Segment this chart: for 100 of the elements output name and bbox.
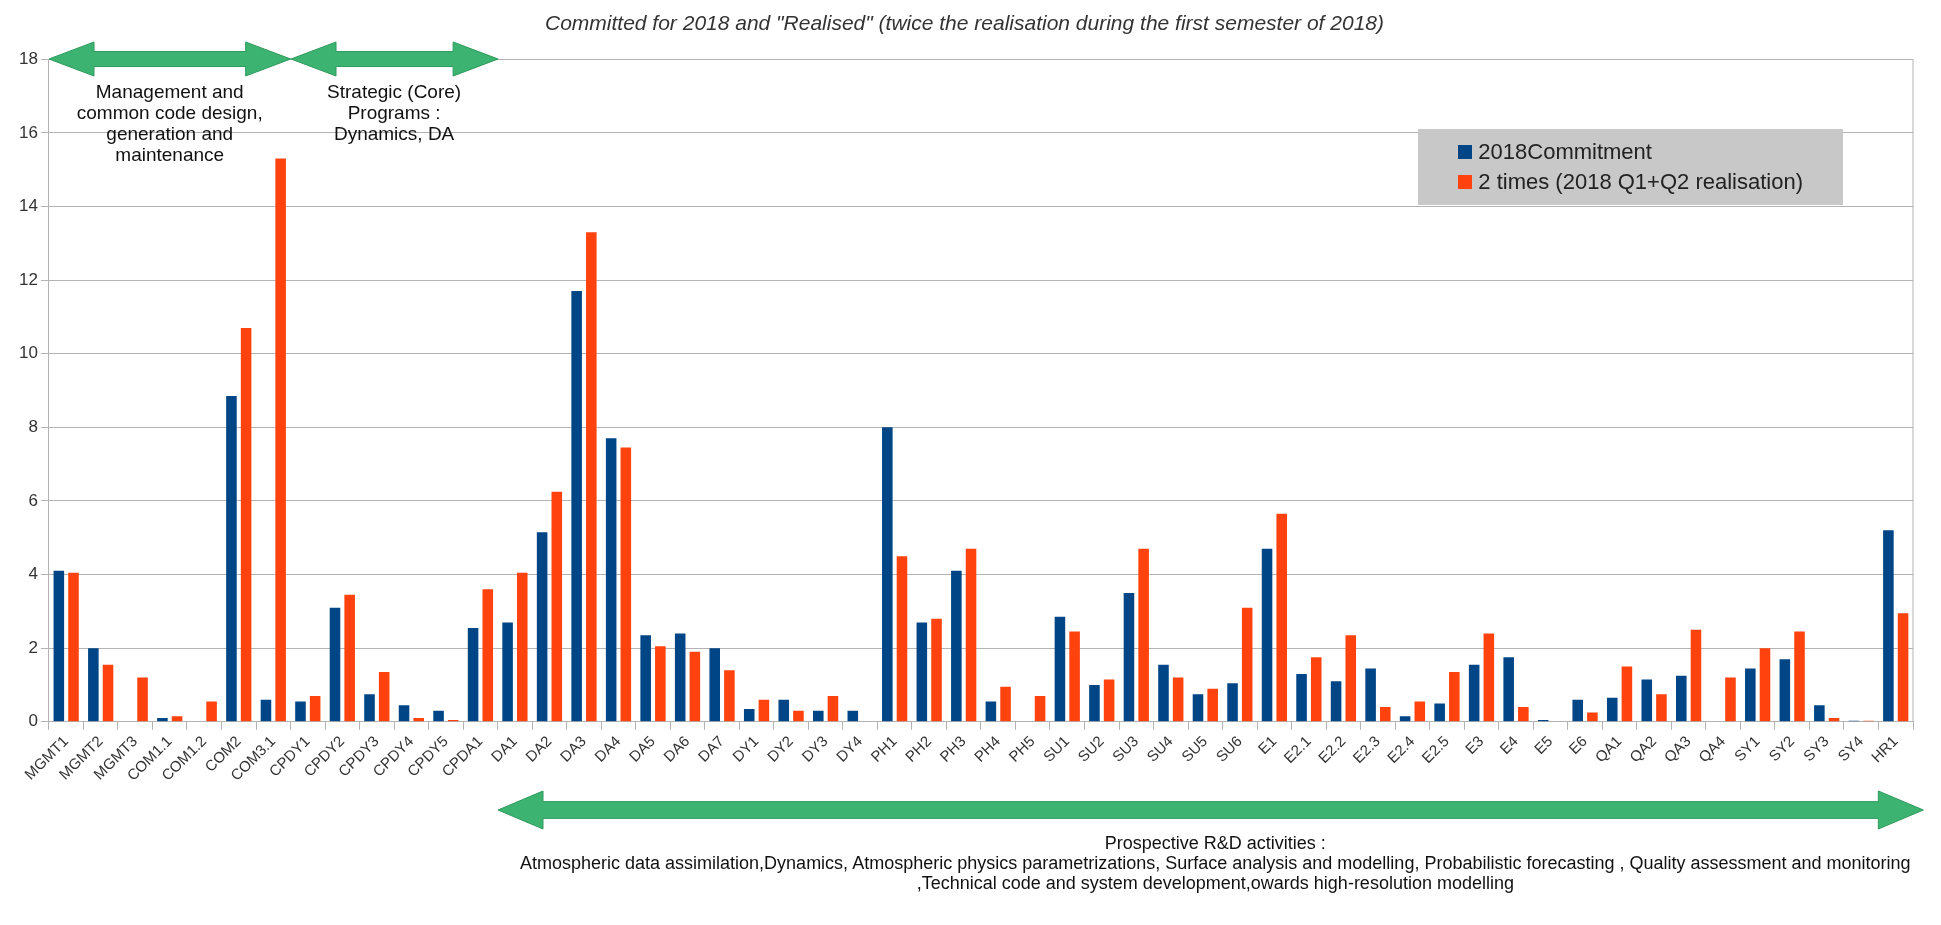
bar [1296, 673, 1307, 722]
bar [1621, 666, 1633, 722]
bar [689, 651, 701, 722]
bar [1572, 699, 1583, 722]
bar [1587, 712, 1598, 722]
bar [813, 710, 824, 722]
bar [1745, 668, 1756, 722]
bar [88, 648, 99, 722]
bar [882, 427, 893, 722]
y-tick-label: 12 [18, 269, 38, 289]
bar [1779, 659, 1791, 722]
bar [1365, 668, 1376, 722]
bar [516, 572, 528, 722]
bar [1676, 675, 1687, 722]
x-tick-label: SU1 [1039, 732, 1073, 765]
annotation: Management and common code design, generation and maintenance [75, 81, 264, 166]
bar [1000, 686, 1011, 722]
x-tick-label: E3 [1461, 732, 1487, 758]
bar [605, 438, 617, 722]
bar [551, 491, 563, 722]
bar [778, 699, 790, 722]
bar [1172, 677, 1184, 722]
bar [896, 556, 908, 722]
bar [1434, 703, 1445, 722]
y-tick-label: 8 [28, 416, 38, 436]
y-tick-label: 14 [18, 196, 38, 216]
bar [1103, 679, 1115, 722]
bar [1468, 664, 1480, 722]
bar [226, 396, 237, 722]
bar [295, 701, 306, 722]
bar [1192, 694, 1204, 722]
bar [985, 701, 997, 722]
bar [364, 694, 375, 722]
bar [275, 158, 286, 722]
x-tick-label: SU6 [1212, 732, 1245, 765]
bar [709, 648, 720, 722]
x-tick-label: QA2 [1625, 732, 1660, 766]
x-tick-label: SU5 [1177, 732, 1211, 765]
bar [1138, 548, 1149, 722]
bar [1690, 629, 1702, 722]
x-tick-label: DY1 [728, 732, 762, 765]
y-tick-label: 2 [28, 637, 38, 657]
x-tick-label: SU4 [1143, 732, 1176, 765]
bar [1794, 631, 1805, 722]
bar [1414, 701, 1426, 722]
x-tick-label: E5 [1530, 732, 1556, 758]
y-tick-label: 6 [28, 490, 38, 510]
x-tick-label: PH1 [867, 732, 900, 765]
chart-title: Committed for 2018 and "Realised" (twice the realisation during the first semester of 2018) [545, 11, 1384, 35]
bar [329, 607, 341, 722]
bar [1158, 664, 1169, 722]
bar [1518, 707, 1529, 722]
bar [1207, 688, 1218, 722]
bar [1379, 707, 1391, 722]
bar [206, 701, 217, 722]
y-tick-label: 0 [28, 711, 38, 731]
bar [467, 627, 479, 722]
bar [433, 710, 444, 722]
x-tick-label: QA1 [1591, 732, 1625, 766]
bar [724, 670, 735, 722]
y-tick-label: 18 [18, 48, 38, 68]
bar [536, 532, 548, 722]
bar [53, 570, 65, 722]
x-tick-label: SY1 [1730, 732, 1763, 765]
bar [1310, 657, 1322, 722]
annotation: Strategic (Core) Programs : Dynamics, DA [326, 81, 463, 145]
bar [1503, 657, 1514, 722]
x-tick-label: SY4 [1834, 732, 1867, 765]
bar [1054, 616, 1066, 722]
bar [102, 664, 114, 722]
bar [1034, 696, 1046, 722]
bar [1241, 607, 1253, 722]
bar [171, 716, 183, 722]
y-tick-label: 16 [18, 122, 38, 142]
bar [413, 718, 424, 722]
bar [571, 291, 582, 722]
x-tick-label: E1 [1254, 732, 1280, 758]
bar [482, 589, 494, 722]
bar [1276, 513, 1287, 722]
legend-label: 2 times (2018 Q1+Q2 realisation) [1478, 169, 1803, 196]
bar [586, 232, 597, 722]
bar [1449, 672, 1460, 722]
bar [1227, 683, 1238, 722]
bar [1883, 530, 1894, 722]
bar [1725, 677, 1736, 722]
bar [1069, 631, 1080, 722]
bar [1089, 684, 1100, 722]
text: Atmospheric data assimilation,Dynamics, Atmospheric physics parametrizations, Surface analysis and modelling, Probabilistic forecasting , Quality assessment and monitoring ,Technical code and system development,owards high-resolution modelling [519, 853, 1912, 893]
bar [1399, 716, 1411, 722]
bar [793, 710, 804, 722]
bar [398, 705, 410, 722]
bar [827, 696, 839, 722]
x-tick-label: SY3 [1799, 732, 1832, 765]
bar [620, 447, 632, 722]
bar [157, 718, 168, 722]
bar [847, 710, 859, 722]
bar [743, 708, 755, 722]
y-tick-label: 4 [28, 564, 38, 584]
bar [1656, 694, 1667, 722]
bar [674, 633, 686, 722]
